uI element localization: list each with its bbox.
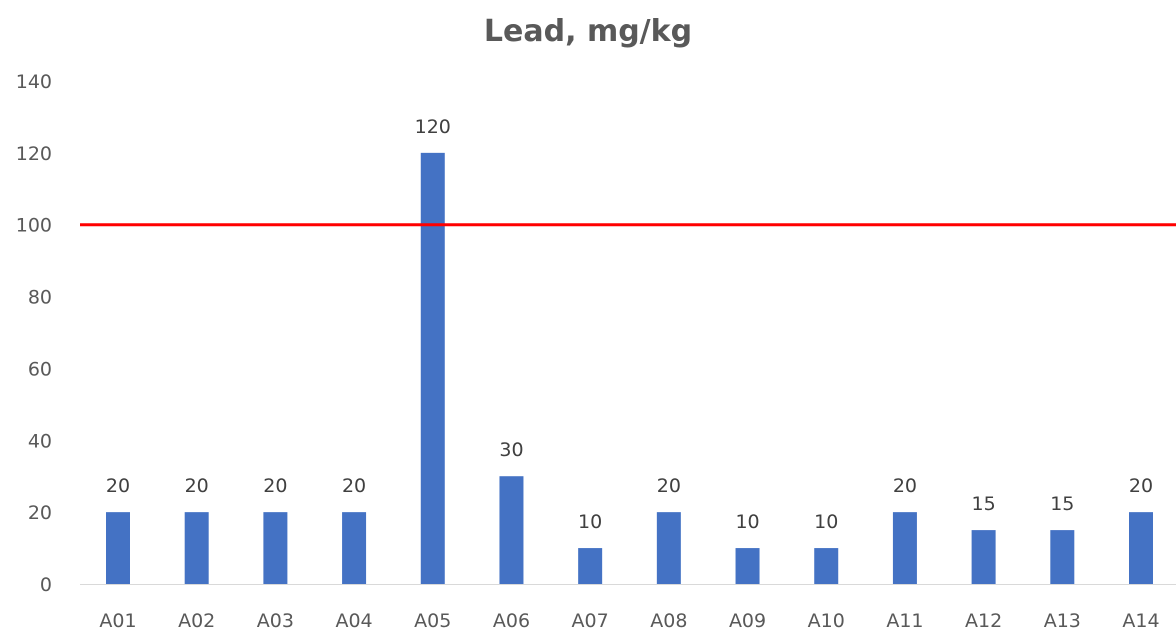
x-tick-label: A04 [335, 610, 372, 632]
bar-a07 [578, 548, 603, 584]
x-tick-label: A12 [965, 610, 1002, 632]
bar-a12 [971, 530, 996, 584]
bar-a10 [814, 548, 839, 584]
bar-a04 [342, 512, 367, 584]
bar-a02 [184, 512, 209, 584]
x-tick-label: A03 [257, 610, 294, 632]
bar-a11 [892, 512, 917, 584]
chart-title: Lead, mg/kg [483, 14, 693, 49]
y-tick-label: 0 [40, 574, 52, 596]
data-label: 20 [893, 475, 917, 497]
data-label: 20 [185, 475, 209, 497]
bar-a03 [263, 512, 288, 584]
data-label: 10 [735, 511, 759, 533]
bar-a09 [735, 548, 760, 584]
x-tick-label: A02 [178, 610, 215, 632]
bar-a13 [1050, 530, 1075, 584]
x-tick-label: A08 [650, 610, 687, 632]
data-label: 20 [1129, 475, 1153, 497]
data-label: 10 [814, 511, 838, 533]
bar-a05 [420, 152, 445, 584]
data-label: 10 [578, 511, 602, 533]
bar-a06 [499, 476, 524, 584]
data-label: 20 [263, 475, 287, 497]
y-tick-label: 20 [28, 502, 52, 524]
y-tick-label: 40 [28, 430, 52, 452]
y-tick-label: 120 [16, 143, 52, 165]
x-tick-label: A05 [414, 610, 451, 632]
data-label: 15 [1050, 493, 1074, 515]
data-label: 20 [106, 475, 130, 497]
x-tick-label: A09 [729, 610, 766, 632]
data-label: 15 [972, 493, 996, 515]
data-label: 120 [415, 116, 451, 138]
bar-a08 [656, 512, 681, 584]
x-tick-label: A13 [1044, 610, 1081, 632]
data-label: 20 [342, 475, 366, 497]
bar-a01 [106, 512, 130, 584]
y-tick-label: 80 [28, 287, 52, 309]
x-tick-label: A06 [493, 610, 530, 632]
data-label: 20 [657, 475, 681, 497]
data-label: 30 [499, 439, 523, 461]
x-tick-label: A14 [1122, 610, 1159, 632]
x-tick-label: A10 [808, 610, 845, 632]
y-tick-label: 100 [16, 215, 52, 237]
bar-a14 [1129, 512, 1153, 584]
y-tick-label: 60 [28, 358, 52, 380]
y-tick-label: 140 [16, 71, 52, 93]
x-tick-label: A07 [572, 610, 609, 632]
x-tick-label: A11 [886, 610, 923, 632]
x-tick-label: A01 [99, 610, 136, 632]
